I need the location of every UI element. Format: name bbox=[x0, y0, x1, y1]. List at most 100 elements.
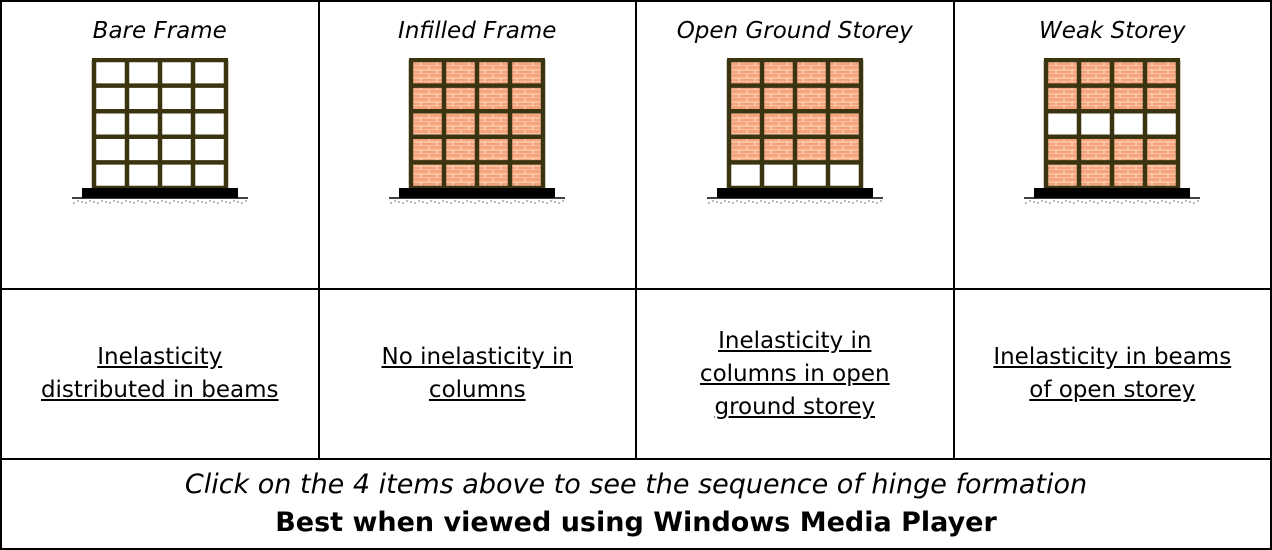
soil-dot bbox=[1041, 200, 1043, 202]
soil-dot bbox=[562, 200, 564, 202]
soil-dot bbox=[1117, 201, 1119, 203]
soil-dot bbox=[1049, 202, 1051, 204]
soil-dot bbox=[1177, 201, 1179, 203]
soil-dot bbox=[454, 200, 456, 202]
header: Bare Frame bbox=[92, 18, 227, 44]
soil-dot bbox=[233, 200, 235, 202]
soil-dot bbox=[1133, 202, 1135, 204]
soil-dot bbox=[506, 201, 508, 203]
soil-dot bbox=[1185, 200, 1187, 202]
soil-dot bbox=[478, 200, 480, 202]
cell: No inelasticity in columns bbox=[317, 288, 637, 460]
soil-dot bbox=[1137, 200, 1139, 202]
soil-dot bbox=[816, 202, 818, 204]
frame-figure bbox=[706, 58, 883, 204]
soil-dot bbox=[213, 201, 215, 203]
soil-dot bbox=[105, 201, 107, 203]
soil-dot bbox=[1189, 201, 1191, 203]
soil-dot bbox=[852, 202, 854, 204]
soil-dot bbox=[1161, 200, 1163, 202]
soil-dot bbox=[1085, 202, 1087, 204]
soil-dot bbox=[482, 201, 484, 203]
soil-dot bbox=[125, 200, 127, 202]
soil-dot bbox=[486, 202, 488, 204]
soil-dot bbox=[1029, 200, 1031, 202]
soil-dot bbox=[538, 200, 540, 202]
soil-dot bbox=[518, 201, 520, 203]
description-link[interactable]: Inelasticity in beams of open storey bbox=[993, 344, 1232, 403]
soil-dot bbox=[422, 201, 424, 203]
soil-dot bbox=[732, 202, 734, 204]
soil-dot bbox=[117, 201, 119, 203]
soil-dot bbox=[217, 202, 219, 204]
soil-dot bbox=[558, 202, 560, 204]
soil-dot bbox=[1097, 202, 1099, 204]
soil-dot bbox=[784, 200, 786, 202]
soil-dot bbox=[820, 200, 822, 202]
soil-dot bbox=[792, 202, 794, 204]
soil-dot bbox=[728, 201, 730, 203]
soil-dot bbox=[856, 200, 858, 202]
soil-dot bbox=[1109, 202, 1111, 204]
description-link[interactable]: Inelasticity in columns in open ground s… bbox=[699, 327, 890, 420]
soil-dot bbox=[93, 201, 95, 203]
soil-dot bbox=[197, 200, 199, 202]
soil-dot bbox=[398, 201, 400, 203]
soil-dot bbox=[772, 200, 774, 202]
soil-dot bbox=[828, 202, 830, 204]
note: Best when viewed using Windows Media Pla… bbox=[275, 507, 997, 538]
soil-dot bbox=[157, 202, 159, 204]
soil-dot bbox=[97, 202, 99, 204]
soil-dot bbox=[868, 200, 870, 202]
soil-dot bbox=[1077, 200, 1079, 202]
soil-dot bbox=[748, 200, 750, 202]
soil-dot bbox=[81, 201, 83, 203]
frame-figure bbox=[1024, 58, 1201, 204]
soil-dot bbox=[434, 201, 436, 203]
soil-dot bbox=[724, 200, 726, 202]
soil-dot bbox=[85, 202, 87, 204]
soil-dot bbox=[740, 201, 742, 203]
frame-figure bbox=[71, 58, 248, 204]
soil-dot bbox=[860, 201, 862, 203]
soil-dot bbox=[470, 201, 472, 203]
soil-dot bbox=[800, 201, 802, 203]
soil-dot bbox=[780, 202, 782, 204]
soil-dot bbox=[442, 200, 444, 202]
soil-dot bbox=[221, 200, 223, 202]
soil-dot bbox=[1173, 200, 1175, 202]
soil-dot bbox=[514, 200, 516, 202]
soil-dot bbox=[494, 201, 496, 203]
cell: Open Ground Storey bbox=[635, 0, 955, 290]
description-link[interactable]: Inelasticity distributed in beams bbox=[40, 344, 279, 403]
soil-dot bbox=[712, 200, 714, 202]
soil-dot bbox=[708, 202, 710, 204]
soil-dot bbox=[1089, 200, 1091, 202]
soil-dot bbox=[414, 202, 416, 204]
soil-dot bbox=[1093, 201, 1095, 203]
soil-dot bbox=[73, 202, 75, 204]
soil-dot bbox=[149, 200, 151, 202]
soil-dot bbox=[768, 202, 770, 204]
soil-dot bbox=[490, 200, 492, 202]
description-link[interactable]: No inelasticity in columns bbox=[381, 344, 574, 403]
soil-dot bbox=[864, 202, 866, 204]
soil-dot bbox=[121, 202, 123, 204]
soil-dot bbox=[466, 200, 468, 202]
soil-dot bbox=[1141, 201, 1143, 203]
soil-dot bbox=[542, 201, 544, 203]
soil-dot bbox=[1057, 201, 1059, 203]
soil-dot bbox=[109, 202, 111, 204]
soil-dot bbox=[744, 202, 746, 204]
soil-dot bbox=[77, 200, 79, 202]
soil-dot bbox=[410, 201, 412, 203]
soil-dot bbox=[1101, 200, 1103, 202]
soil-dot bbox=[129, 201, 131, 203]
soil-dot bbox=[530, 201, 532, 203]
soil-dot bbox=[185, 200, 187, 202]
soil-dot bbox=[193, 202, 195, 204]
cell: Weak Storey bbox=[952, 0, 1272, 290]
cell: Inelasticity in columns in open ground s… bbox=[635, 288, 955, 460]
soil-dot bbox=[876, 202, 878, 204]
cell: Bare Frame bbox=[0, 0, 320, 290]
